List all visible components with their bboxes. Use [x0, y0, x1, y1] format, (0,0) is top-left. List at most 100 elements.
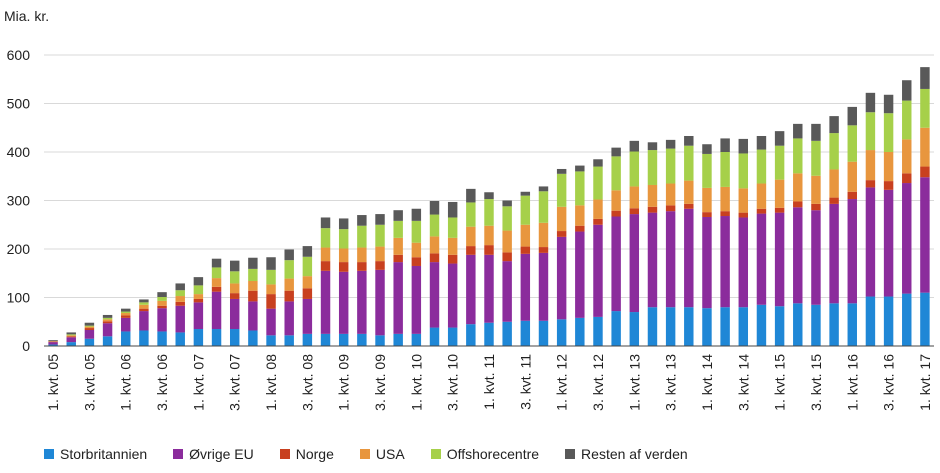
bar-segment [139, 299, 149, 303]
x-tick-label: 3. kvt. 12 [590, 354, 606, 411]
bar-segment [357, 225, 367, 248]
bar-segment [248, 281, 258, 291]
bar-segment [774, 131, 785, 146]
bar-segment [684, 203, 694, 209]
bar-segment [665, 211, 676, 308]
bar-segment [502, 252, 512, 262]
bar-segment [338, 248, 349, 263]
bar-segment [375, 224, 385, 247]
bar-segment [48, 344, 58, 346]
bar-segment [647, 307, 658, 346]
bar-segment [702, 153, 712, 188]
bar-segment [84, 338, 95, 346]
bar-segment [66, 342, 76, 346]
bar-segment [684, 145, 694, 181]
bar-segment [556, 231, 567, 237]
bar-stacks [48, 67, 930, 346]
bar-segment [665, 205, 676, 212]
bar-segment [593, 224, 603, 317]
bar-segment [121, 313, 131, 316]
bar-segment [756, 135, 767, 150]
bar-segment [774, 145, 785, 180]
bar-segment [121, 317, 131, 332]
bar-segment [883, 296, 894, 346]
bar-segment [447, 201, 458, 218]
bar-segment [738, 217, 749, 308]
bar-segment [575, 317, 585, 346]
bar-segment [66, 335, 76, 337]
bar-segment [793, 123, 803, 139]
bar-segment [139, 311, 149, 331]
bar-segment [774, 212, 785, 307]
bar-segment [429, 236, 440, 254]
bar-segment [629, 151, 640, 187]
bar-segment [902, 100, 912, 140]
bar-segment [266, 257, 276, 270]
bar-segment [175, 332, 185, 346]
bar-segment [320, 270, 331, 334]
bar-segment [484, 245, 494, 255]
bar-segment [920, 127, 930, 167]
bar-segment [502, 321, 512, 346]
bar-segment [229, 293, 240, 299]
bar-segment [593, 316, 603, 346]
bar-segment [302, 288, 313, 299]
bar-segment [829, 203, 839, 304]
bar-segment [84, 326, 95, 329]
bar-segment [302, 333, 313, 346]
bar-segment [357, 215, 367, 226]
bar-segment [139, 302, 149, 305]
bar-segment [611, 156, 621, 191]
bar-segment [484, 322, 494, 346]
bar-segment [811, 203, 821, 211]
bar-segment [320, 333, 331, 346]
bar-segment [702, 308, 712, 346]
bar-segment [429, 262, 440, 328]
bar-segment [883, 189, 894, 297]
bar-segment [284, 301, 294, 336]
bar-segment [702, 216, 712, 309]
bar-segment [211, 267, 222, 279]
bar-segment [811, 140, 821, 176]
bar-segment [538, 320, 549, 346]
bar-segment [284, 290, 294, 302]
bar-segment [229, 271, 240, 284]
bar-segment [883, 113, 894, 152]
bar-segment [102, 321, 113, 324]
x-tick-label: 1. kvt. 05 [45, 354, 61, 411]
bar-segment [920, 88, 930, 128]
bar-segment [847, 125, 857, 162]
bar-segment [756, 208, 767, 214]
bar-segment [684, 307, 694, 346]
legend-swatch [173, 449, 184, 459]
bar-segment [157, 331, 167, 346]
bar-segment [793, 173, 803, 202]
legend-item: USA [359, 446, 405, 462]
bar-segment [320, 247, 331, 262]
y-tick-label: 0 [22, 338, 30, 354]
bar-segment [320, 228, 331, 248]
bar-segment [756, 304, 767, 346]
bar-segment [556, 319, 567, 346]
bar-segment [66, 336, 76, 338]
bar-segment [865, 150, 876, 181]
x-tick-label: 3. kvt. 13 [663, 354, 679, 411]
bar-segment [556, 236, 567, 320]
bar-segment [229, 298, 240, 330]
bar-segment [847, 161, 857, 192]
x-tick-label: 1. kvt. 16 [844, 354, 860, 411]
bar-segment [720, 216, 730, 308]
bar-segment [357, 333, 367, 346]
bar-segment [193, 298, 204, 303]
bar-segment [466, 202, 476, 227]
legend-item: Storbritannien [44, 446, 147, 462]
bar-segment [139, 308, 149, 312]
bar-segment [502, 206, 512, 231]
bar-segment [865, 180, 876, 188]
legend-swatch [44, 449, 54, 459]
bar-segment [84, 328, 95, 330]
bar-segment [575, 205, 585, 226]
bar-segment [248, 268, 258, 282]
x-tick-label: 1. kvt. 14 [699, 354, 715, 411]
bar-segment [157, 305, 167, 309]
